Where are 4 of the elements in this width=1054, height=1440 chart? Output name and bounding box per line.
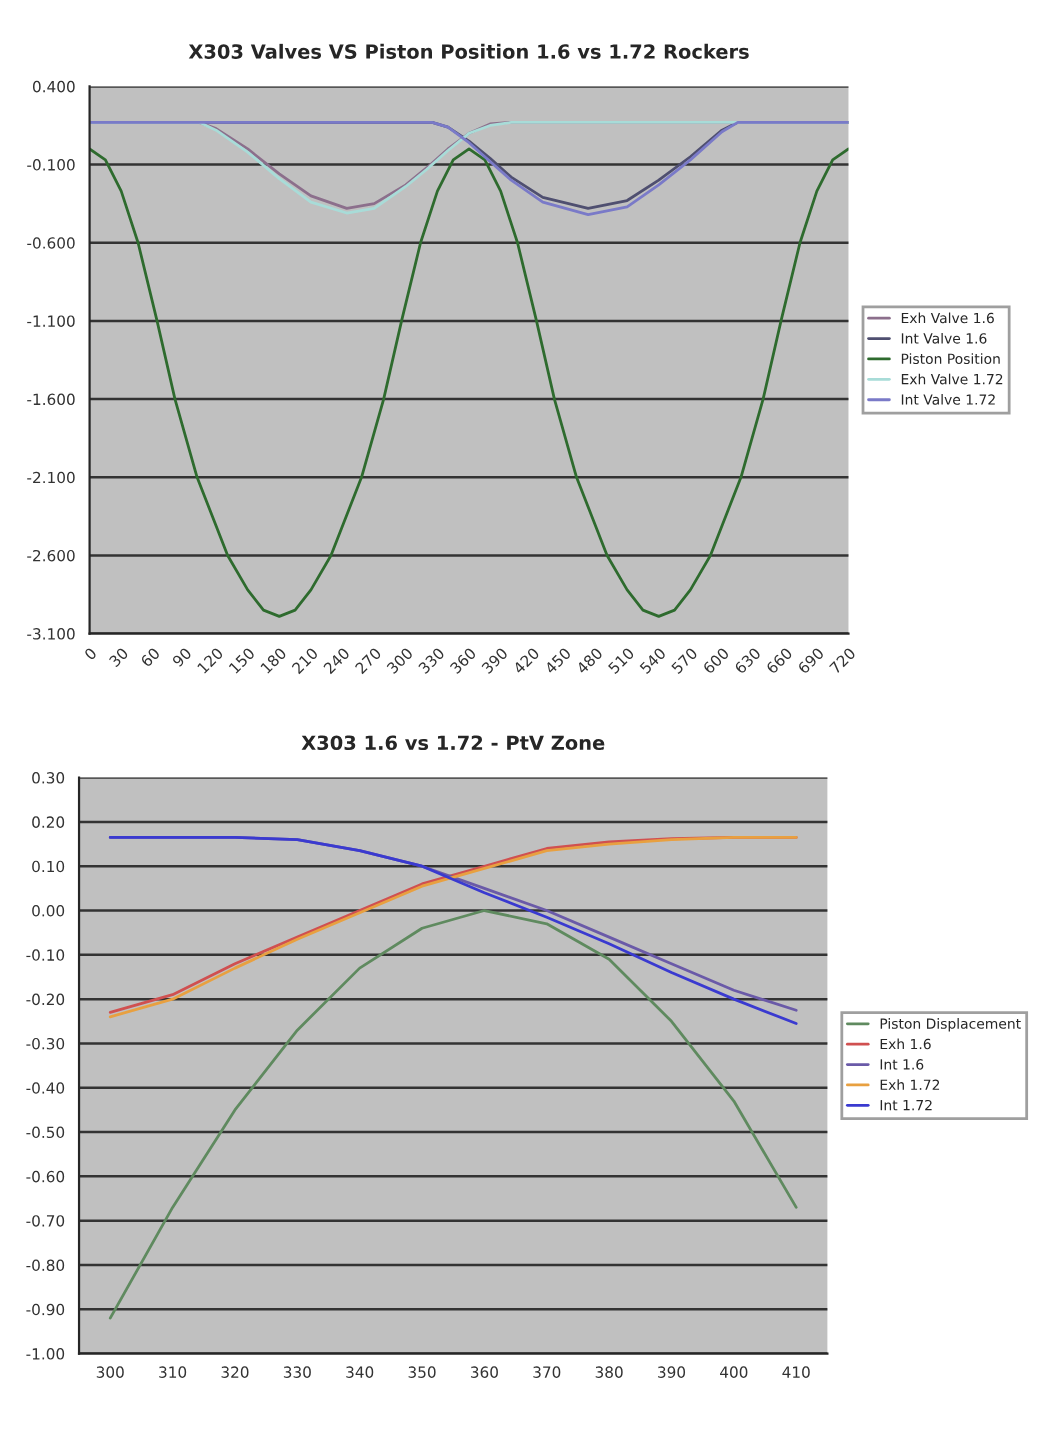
chart-title: X303 Valves VS Piston Position 1.6 vs 1.72 Rockers	[188, 43, 749, 59]
line-series	[108, 909, 798, 1320]
line-series	[89, 147, 849, 618]
chart-title: X303 1.6 vs 1.72 - PtV Zone	[301, 735, 605, 751]
